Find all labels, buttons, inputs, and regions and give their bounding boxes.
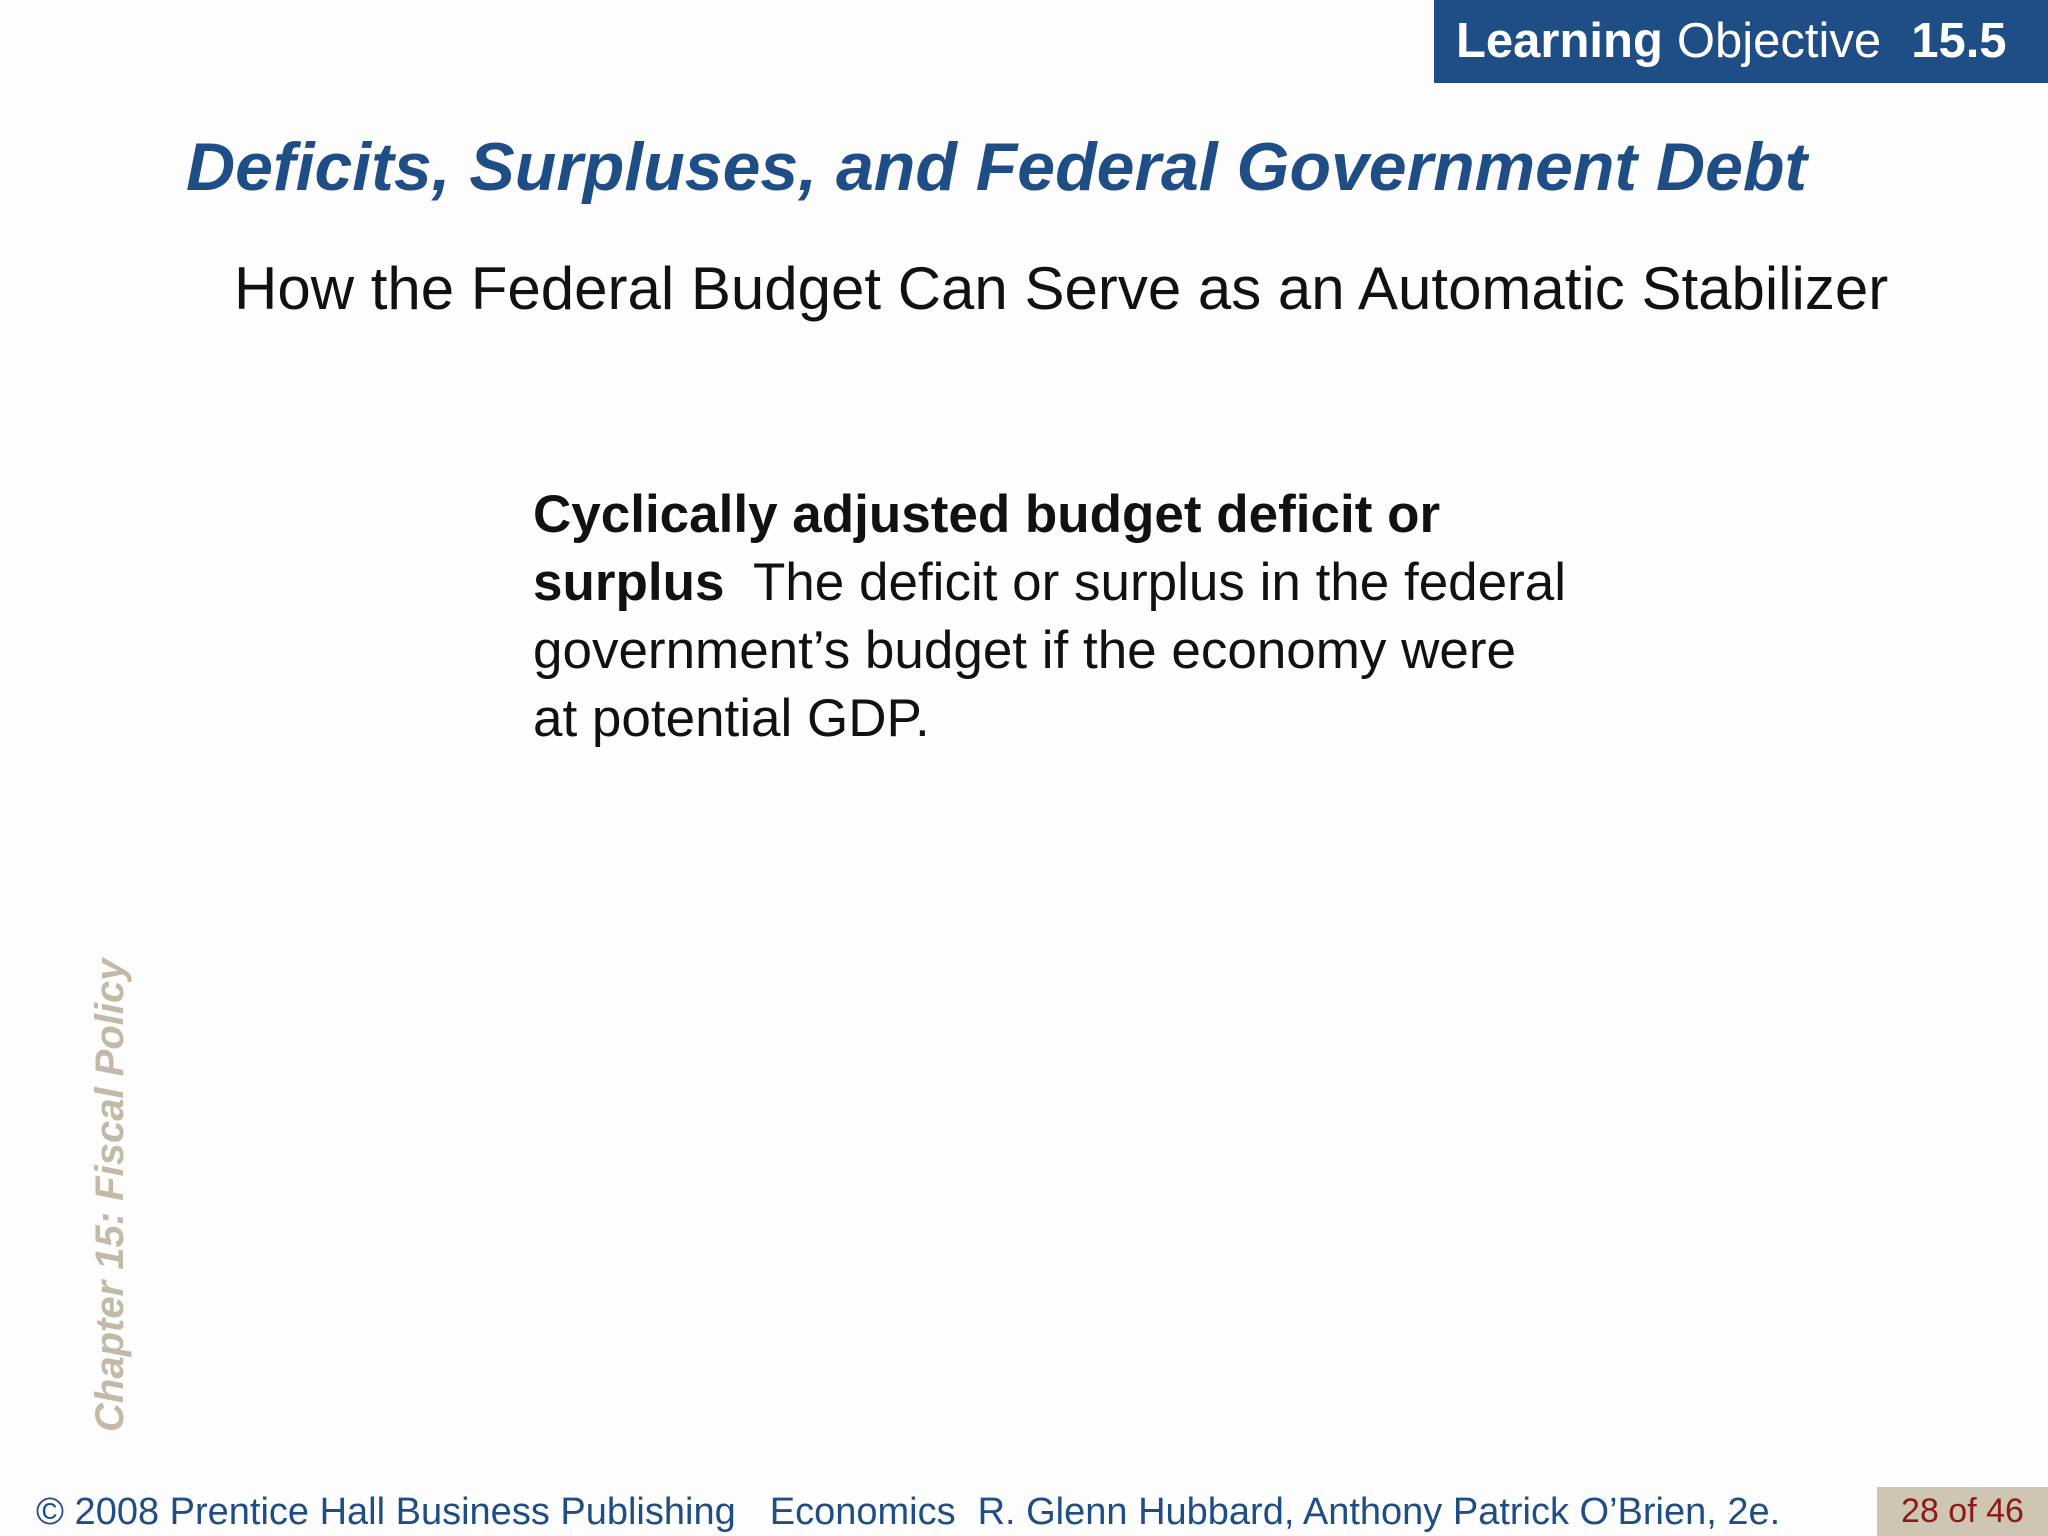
learning-objective-label: Learning (1456, 14, 1663, 68)
definition-text: The deficit or surplus in the federal go… (533, 553, 1567, 748)
page-number-badge: 28 of 46 (1877, 1487, 2048, 1536)
slide-title: Deficits, Surpluses, and Federal Governm… (186, 129, 1808, 205)
footer-credits: © 2008 Prentice Hall Business Publishing… (36, 1488, 1780, 1536)
definition-block: Cyclically adjusted budget deficit or su… (533, 481, 1573, 753)
footer-book-title: Economics (769, 1491, 956, 1533)
slide-subtitle: How the Federal Budget Can Serve as an A… (234, 255, 1889, 322)
footer-authors: R. Glenn Hubbard, Anthony Patrick O’Brie… (977, 1491, 1781, 1533)
definition-term: Cyclically adjusted budget deficit or su… (533, 485, 1441, 612)
learning-objective-number: 15.5 (1911, 14, 2007, 68)
learning-objective-badge: Learning Objective 15.5 (1434, 0, 2048, 83)
chapter-side-label: Chapter 15: Fiscal Policy (88, 958, 132, 1432)
footer-copyright: © 2008 Prentice Hall Business Publishing (36, 1491, 736, 1533)
learning-objective-word: Objective (1676, 14, 1882, 68)
